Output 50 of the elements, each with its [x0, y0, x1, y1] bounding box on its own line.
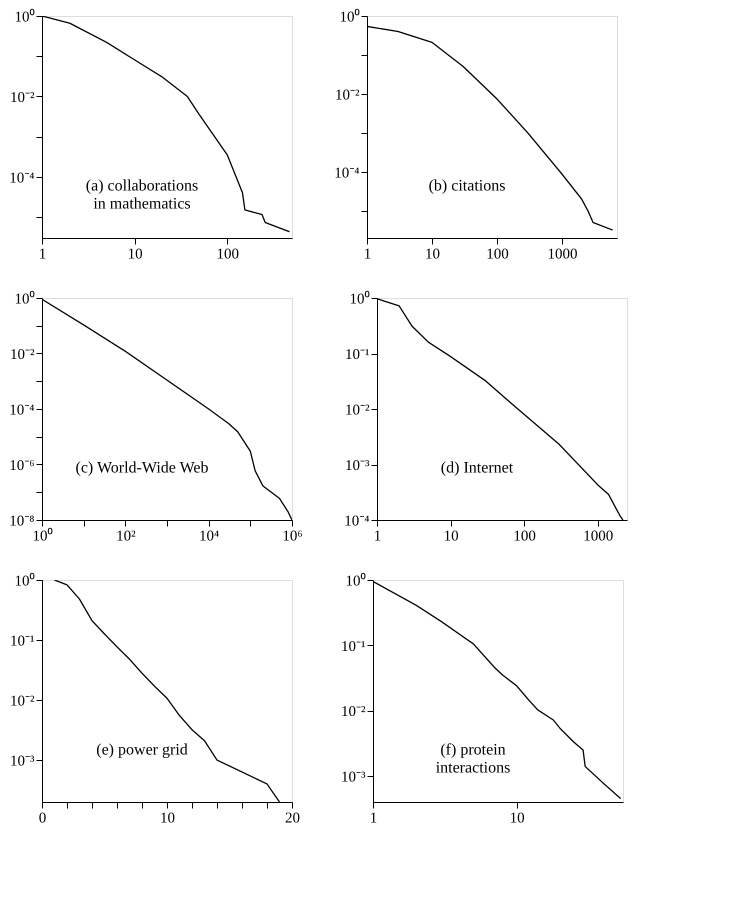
y-tick-label: 10⁻⁴ [344, 514, 370, 530]
x-tick-label: 1000 [583, 528, 614, 544]
y-tick-label: 10⁻¹ [341, 638, 366, 655]
x-tick-label: 1 [38, 246, 46, 262]
x-tick-label: 10 [510, 810, 525, 826]
x-tick-label: 10⁰ [32, 528, 52, 544]
x-tick-label: 10 [128, 246, 143, 262]
y-tick-label: 10⁻¹ [10, 634, 34, 650]
x-tick-label: 10 [444, 528, 459, 544]
y-tick-label: 10⁻² [341, 704, 366, 720]
y-tick-label: 10⁻² [10, 694, 35, 710]
x-tick-label: 100 [513, 528, 536, 544]
y-tick-label: 10⁻² [335, 87, 360, 104]
annotation: (b) citations [428, 178, 506, 195]
y-tick-label: 10⁻¹ [345, 347, 370, 363]
x-tick-label: 100 [486, 246, 509, 262]
x-tick-label: 1 [364, 246, 372, 262]
x-tick-label: 0 [38, 810, 46, 826]
x-tick-label: 1 [370, 810, 378, 826]
y-tick-label: 10⁻⁴ [9, 402, 34, 418]
annotation: (a) collaborations in mathematics [86, 178, 198, 213]
annotation: (f) protein interactions [436, 742, 510, 777]
y-tick-label: 10⁻⁴ [9, 170, 34, 186]
x-tick-label: 10² [116, 528, 136, 544]
annotation: (e) power grid [96, 742, 188, 759]
y-tick-label: 10⁻³ [341, 770, 366, 786]
y-tick-label: 10⁰ [14, 572, 34, 590]
y-tick-label: 10⁻² [345, 402, 370, 418]
annotation: (d) Internet [440, 460, 514, 477]
x-tick-label: 1000 [548, 246, 578, 262]
x-tick-label: 10⁴ [199, 528, 220, 544]
y-tick-label: 10⁻² [10, 347, 35, 363]
y-tick-label: 10⁰ [346, 572, 366, 590]
y-tick-label: 10⁻² [10, 90, 35, 106]
y-tick-label: 10⁰ [14, 8, 34, 26]
x-tick-label: 10 [160, 810, 175, 826]
x-tick-label: 100 [216, 246, 240, 262]
x-tick-label: 1 [374, 528, 382, 544]
annotation: (c) World-Wide Web [75, 460, 209, 477]
x-tick-label: 20 [285, 810, 300, 826]
x-tick-label: 10⁶ [282, 528, 303, 544]
y-tick-label: 10⁰ [14, 290, 34, 308]
y-tick-label: 10⁻⁸ [9, 514, 34, 530]
y-tick-label: 10⁻⁶ [9, 458, 34, 474]
y-tick-label: 10⁻³ [10, 754, 35, 770]
y-tick-label: 10⁰ [350, 290, 370, 308]
y-tick-label: 10⁻⁴ [334, 165, 360, 182]
x-tick-label: 10 [425, 246, 440, 262]
y-tick-label: 10⁻³ [345, 458, 370, 474]
y-tick-label: 10⁰ [340, 8, 360, 26]
